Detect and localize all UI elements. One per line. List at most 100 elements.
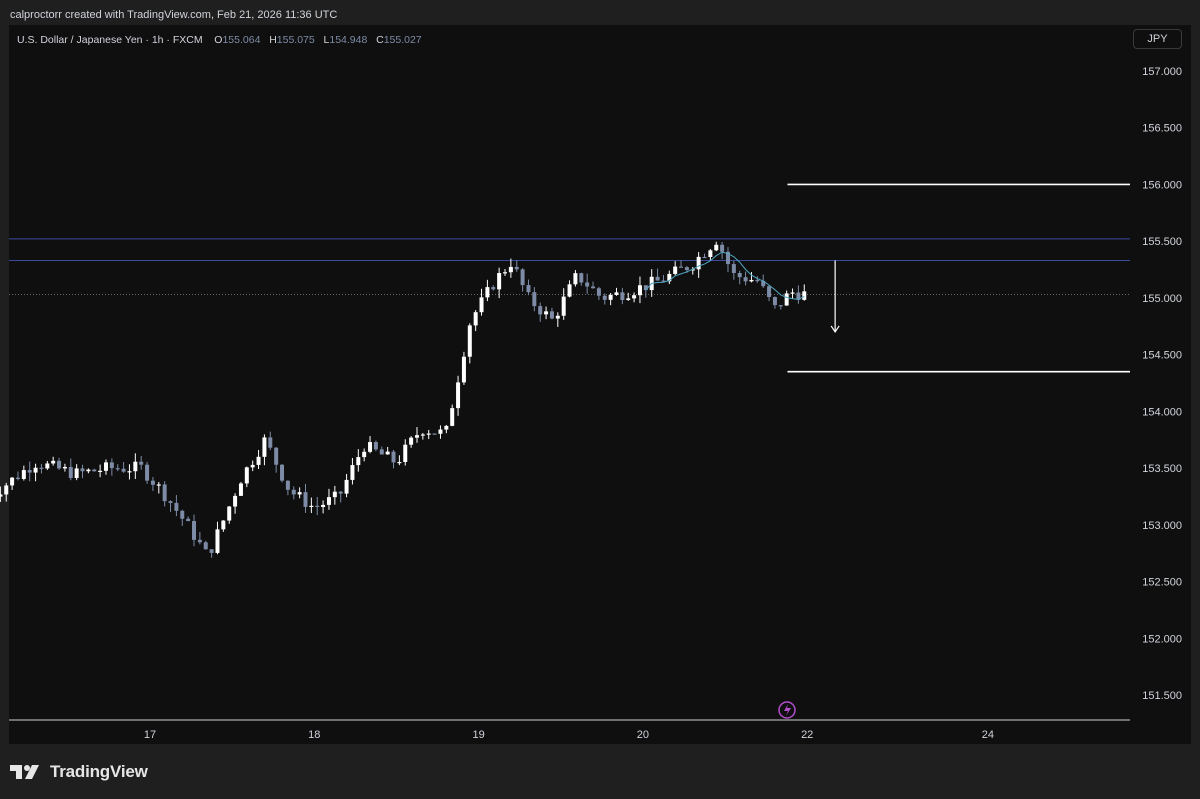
chart-panel[interactable] [9,25,1191,744]
candle-body[interactable] [544,311,549,315]
candle-body[interactable] [145,464,150,481]
candle-body[interactable] [637,285,642,296]
candle-body[interactable] [667,273,672,282]
candle-body[interactable] [98,470,103,473]
candle-body[interactable] [585,282,590,287]
candle-body[interactable] [174,502,179,511]
candle-body[interactable] [456,382,461,409]
candle-body[interactable] [268,437,273,448]
candle-body[interactable] [262,437,267,457]
candle-body[interactable] [280,464,285,481]
candle-body[interactable] [62,466,67,469]
symbol-legend[interactable]: U.S. Dollar / Japanese Yen · 1h · FXCM O… [17,34,422,46]
candle-body[interactable] [197,539,202,543]
candle-body[interactable] [274,447,279,465]
candle-body[interactable] [227,506,232,521]
candle-body[interactable] [702,256,707,259]
candle-body[interactable] [51,460,56,464]
candle-body[interactable] [250,464,255,468]
candle-body[interactable] [737,273,742,278]
candle-body[interactable] [731,264,736,274]
candle-body[interactable] [420,434,425,436]
candle-body[interactable] [186,518,191,522]
candle-body[interactable] [661,280,666,282]
candle-body[interactable] [503,272,508,274]
candle-body[interactable] [508,266,513,273]
candle-body[interactable] [790,292,795,294]
candle-body[interactable] [432,433,437,435]
candle-body[interactable] [643,285,648,291]
candle-body[interactable] [802,291,807,300]
candle-body[interactable] [356,457,361,466]
candle-body[interactable] [573,273,578,285]
candle-body[interactable] [772,297,777,306]
candle-body[interactable] [33,467,38,473]
candle-body[interactable] [309,505,314,507]
candle-body[interactable] [708,250,713,257]
candle-body[interactable] [591,286,596,289]
candle-body[interactable] [696,256,701,270]
candle-body[interactable] [57,460,62,469]
candle-body[interactable] [755,279,760,282]
candle-body[interactable] [608,294,613,300]
candle-body[interactable] [655,276,660,281]
candle-body[interactable] [761,280,766,287]
candle-body[interactable] [86,469,91,472]
candle-body[interactable] [473,312,478,326]
candle-body[interactable] [491,287,496,290]
candle-body[interactable] [373,442,378,450]
candle-body[interactable] [497,273,502,290]
candle-body[interactable] [414,435,419,438]
candle-body[interactable] [479,297,484,313]
candle-body[interactable] [150,480,155,485]
candle-body[interactable] [203,542,208,550]
candle-body[interactable] [450,408,455,426]
candle-body[interactable] [103,462,108,471]
candle-body[interactable] [438,429,443,434]
candle-body[interactable] [520,269,525,286]
candle-body[interactable] [485,287,490,298]
candle-body[interactable] [133,461,138,472]
candle-body[interactable] [514,266,519,270]
candle-body[interactable] [321,504,326,508]
candle-body[interactable] [303,492,308,507]
candle-body[interactable] [338,491,343,494]
flash-icon[interactable] [778,701,796,719]
candle-body[interactable] [632,295,637,299]
candle-body[interactable] [10,477,15,486]
candle-body[interactable] [168,501,173,503]
candle-body[interactable] [45,463,50,469]
candle-body[interactable] [409,437,414,445]
candle-body[interactable] [714,244,719,251]
candle-body[interactable] [796,292,801,300]
candle-body[interactable] [139,461,144,465]
candle-body[interactable] [297,492,302,495]
candle-body[interactable] [27,470,32,473]
candle-body[interactable] [602,295,607,300]
candle-body[interactable] [379,449,384,455]
candle-body[interactable] [15,477,20,479]
candle-body[interactable] [784,293,789,306]
candle-body[interactable] [162,484,167,502]
candle-body[interactable] [221,520,226,530]
candle-body[interactable] [567,284,572,297]
candle-body[interactable] [291,489,296,495]
candle-body[interactable] [385,451,390,455]
candle-body[interactable] [192,521,197,540]
candle-body[interactable] [767,286,772,298]
brand[interactable]: TradingView [10,762,148,782]
candle-body[interactable] [526,285,531,293]
candle-body[interactable] [74,468,79,479]
candle-body[interactable] [579,273,584,283]
candle-body[interactable] [555,315,560,319]
candle-body[interactable] [620,292,625,300]
candle-body[interactable] [244,467,249,484]
candle-body[interactable] [115,468,120,470]
candle-body[interactable] [68,466,73,479]
candle-body[interactable] [461,356,466,383]
candle-body[interactable] [39,467,44,469]
candle-body[interactable] [720,244,725,252]
candle-body[interactable] [426,433,431,435]
candle-body[interactable] [749,279,754,282]
